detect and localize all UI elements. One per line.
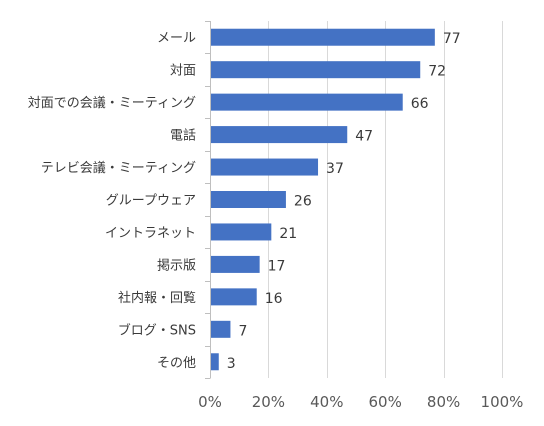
- bar: [211, 93, 403, 111]
- bar: [211, 255, 260, 273]
- category-label: 対面での会議・ミーティング: [28, 96, 196, 111]
- x-tick-label: 60%: [369, 393, 402, 411]
- bar: [211, 61, 421, 79]
- value-label: 17: [268, 258, 286, 274]
- bar: [211, 191, 286, 208]
- value-label: 66: [411, 96, 429, 112]
- category-label: イントラネット: [105, 226, 196, 241]
- category-label: メール: [157, 31, 196, 46]
- category-label: 掲示版: [157, 257, 196, 273]
- x-tick-label: 20%: [252, 393, 285, 411]
- category-label: ブログ・SNS: [118, 322, 196, 338]
- value-label: 3: [227, 356, 236, 372]
- value-label: 72: [428, 64, 446, 80]
- category-label: その他: [157, 356, 196, 371]
- value-label: 7: [238, 323, 247, 339]
- grid-layer: [205, 21, 503, 379]
- value-label: 21: [279, 226, 297, 242]
- x-tick-label: 80%: [427, 393, 460, 411]
- bar: [211, 158, 319, 176]
- bar: [211, 288, 257, 306]
- value-label: 26: [294, 194, 312, 210]
- x-tick-label: 100%: [481, 393, 524, 411]
- bar: [211, 126, 348, 144]
- value-label: 47: [355, 129, 373, 145]
- category-label: 対面: [170, 64, 196, 79]
- category-label: 社内報・回覧: [118, 290, 196, 306]
- category-label: グループウェア: [106, 194, 196, 209]
- bar: [211, 28, 435, 46]
- category-label: 電話: [170, 128, 196, 144]
- x-tick-label: 0%: [198, 393, 222, 411]
- x-tick-label: 40%: [310, 393, 343, 411]
- value-label: 16: [265, 291, 283, 307]
- bar: [211, 320, 231, 338]
- value-label: 77: [443, 31, 461, 47]
- bar: [211, 353, 219, 371]
- label-layer: 0% 20% 40% 60% 80% 100% メール 77 対面 72 対面での会議・ミーティング…: [28, 31, 524, 411]
- category-label: テレビ会議・ミーティング: [41, 161, 196, 176]
- bar-layer: [211, 28, 435, 371]
- value-label: 37: [326, 161, 344, 177]
- bar: [211, 223, 272, 241]
